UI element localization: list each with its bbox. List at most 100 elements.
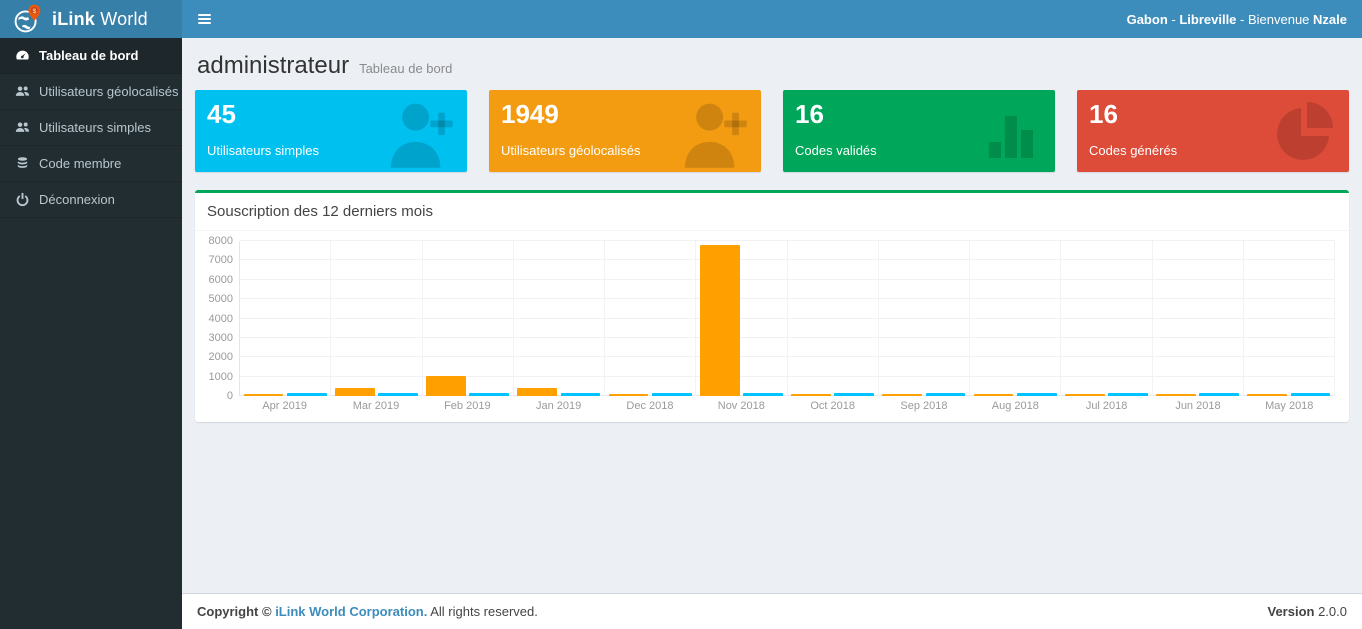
top-header: $ iLink World Gabon - Libreville - Bienv… [0,0,1362,38]
bar-series2-jun-2018 [1199,393,1240,396]
content-area: administrateur Tableau de bord 45 Utilis… [182,38,1362,593]
sidebar-item-deconnexion[interactable]: Déconnexion [0,182,182,218]
bar-group-may-2018 [1244,241,1335,396]
x-tick-label: Dec 2018 [626,400,674,412]
bar-series1-mar-2019 [334,388,375,396]
page-subtitle: Tableau de bord [359,61,453,76]
y-tick-label: 7000 [208,254,233,267]
chart-plot-area [239,240,1335,396]
bar-series2-dec-2018 [651,393,692,396]
user-location-greeting: Gabon - Libreville - Bienvenue Nzale [1126,11,1347,27]
x-tick-label: Aug 2018 [991,400,1039,412]
database-icon [15,156,30,171]
y-tick-label: 2000 [208,351,233,364]
bar-series1-apr-2019 [243,394,284,396]
sidebar-item-tableau-de-bord[interactable]: Tableau de bord [0,38,182,74]
bar-series2-apr-2019 [286,393,327,396]
y-tick-label: 8000 [208,235,233,247]
bar-series2-jul-2018 [1108,393,1148,396]
bar-group-dec-2018 [605,241,697,396]
bar-group-aug-2018 [970,241,1062,396]
bar-series1-jun-2018 [1156,394,1196,396]
company-link[interactable]: iLink World Corporation. [275,604,428,619]
sidebar-item-utilisateurs-geolocalises[interactable]: Utilisateurs géolocalisés [0,74,182,110]
sidebar-item-label: Déconnexion [39,192,115,207]
x-tick-label: May 2018 [1265,400,1314,412]
y-tick-label: 3000 [208,331,233,344]
footer-version: Version 2.0.0 [1267,604,1348,619]
card-utilisateurs-simples: 45 Utilisateurs simples [195,90,467,172]
bar-group-apr-2019 [240,241,332,396]
sidebar-item-code-membre[interactable]: Code membre [0,146,182,182]
x-tick-label: Sep 2018 [900,400,948,412]
card-codes-generes: 16 Codes générés [1077,90,1349,172]
chart-x-axis: Apr 2019 Mar 2019 Feb 2019 Jan 2019 Dec 2018… [239,400,1335,412]
x-tick-label: Feb 2019 [444,400,491,412]
power-icon [15,192,30,207]
sidebar: Tableau de bord Utilisateurs géolocalisé… [0,38,182,629]
users-icon [15,120,30,135]
card-utilisateurs-geolocalises: 1949 Utilisateurs géolocalisés [489,90,761,172]
stat-cards-row: 45 Utilisateurs simples 1949 Utilisateur… [195,90,1349,172]
bar-series1-oct-2018 [791,394,831,396]
y-tick-label: 5000 [208,293,233,306]
bar-series1-sep-2018 [882,394,923,396]
x-tick-label: Jan 2019 [536,400,582,412]
card-label: Utilisateurs simples [207,142,319,158]
sidebar-item-utilisateurs-simples[interactable]: Utilisateurs simples [0,110,182,146]
y-tick-label: 1000 [208,370,233,383]
x-tick-label: Nov 2018 [717,400,765,412]
pie-chart-icon [1277,102,1333,160]
bar-series2-sep-2018 [925,393,966,396]
bar-series1-nov-2018 [699,244,740,396]
card-codes-valides: 16 Codes validés [783,90,1055,172]
card-value: 16 [1089,99,1118,129]
bar-series2-mar-2019 [378,393,418,396]
subscription-chart-panel: Souscription des 12 derniers mois 0 1000 2… [195,190,1349,422]
bar-chart-icon [989,116,1033,158]
bar-group-feb-2019 [423,241,514,396]
footer-copyright: Copyright © iLink World Corporation. All… [197,604,538,619]
svg-text:$: $ [33,8,37,15]
bar-group-jun-2018 [1153,241,1244,396]
bar-series2-nov-2018 [743,393,783,396]
x-tick-label: Oct 2018 [810,400,855,412]
bar-group-sep-2018 [879,241,970,396]
bar-series1-may-2018 [1247,394,1288,396]
bar-group-mar-2019 [331,241,423,396]
navbar: Gabon - Libreville - Bienvenue Nzale [182,0,1362,38]
bar-group-nov-2018 [696,241,788,396]
sidebar-item-label: Utilisateurs simples [39,120,151,135]
bar-series2-feb-2019 [469,393,510,396]
card-label: Utilisateurs géolocalisés [501,142,641,158]
brand-name: iLink World [52,8,148,29]
bar-series2-jan-2019 [560,393,601,396]
card-value: 1949 [501,99,559,129]
subscription-bar-chart: 0 1000 2000 3000 4000 5000 6000 7000 8000 Apr 20… [201,235,1335,412]
users-icon [15,84,30,99]
user-plus-icon [684,103,747,168]
bar-group-jul-2018 [1061,241,1153,396]
x-tick-label: Mar 2019 [352,400,400,412]
x-tick-label: Apr 2019 [262,400,307,412]
bar-series1-aug-2018 [973,394,1014,396]
y-tick-label: 4000 [208,312,233,325]
footer: Copyright © iLink World Corporation. All… [182,593,1362,629]
user-plus-icon [390,103,453,168]
bar-series2-oct-2018 [834,393,875,396]
x-tick-label: Jul 2018 [1085,400,1128,412]
x-tick-label: Jun 2018 [1175,400,1221,412]
bar-series2-may-2018 [1290,393,1331,396]
bar-series1-jan-2019 [517,388,558,396]
bar-series1-feb-2019 [426,375,466,396]
card-value: 45 [207,99,236,129]
dashboard-icon [15,48,30,63]
brand-logo[interactable]: $ iLink World [0,0,182,38]
bar-series1-jul-2018 [1064,394,1105,396]
sidebar-toggle-button[interactable] [182,0,227,38]
page-heading: administrateur Tableau de bord [195,48,1349,90]
y-tick-label: 6000 [208,273,233,286]
globe-pin-logo-icon: $ [12,3,44,35]
y-tick-label: 0 [226,390,233,402]
chart-y-axis: 0 1000 2000 3000 4000 5000 6000 7000 8000 [201,235,239,402]
